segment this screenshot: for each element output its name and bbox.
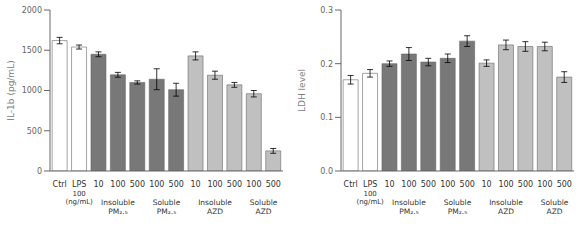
svg-text:100: 100 xyxy=(207,180,222,189)
svg-text:IL-1b (pg/mL): IL-1b (pg/mL) xyxy=(8,60,16,120)
svg-text:500: 500 xyxy=(421,180,436,189)
svg-text:500: 500 xyxy=(460,180,475,189)
svg-text:InsolublePM₂.₅: InsolublePM₂.₅ xyxy=(392,198,426,216)
svg-text:500: 500 xyxy=(227,180,242,189)
svg-text:100: 100 xyxy=(401,180,416,189)
svg-text:500: 500 xyxy=(518,180,533,189)
svg-text:Ctrl: Ctrl xyxy=(53,180,67,189)
svg-text:LPS100(ng/mL): LPS100(ng/mL) xyxy=(356,180,384,206)
svg-text:500: 500 xyxy=(557,180,572,189)
svg-text:SolublePM₂.₅: SolublePM₂.₅ xyxy=(153,198,181,216)
svg-text:SolublePM₂.₅: SolublePM₂.₅ xyxy=(444,198,472,216)
svg-text:10: 10 xyxy=(191,180,201,189)
svg-text:500: 500 xyxy=(266,180,281,189)
svg-text:1000: 1000 xyxy=(22,86,42,95)
svg-text:0: 0 xyxy=(37,167,42,176)
svg-text:500: 500 xyxy=(27,127,42,136)
svg-text:LPS100(ng/mL): LPS100(ng/mL) xyxy=(65,180,93,206)
svg-text:InsolubleAZD: InsolubleAZD xyxy=(489,198,523,216)
svg-text:2000: 2000 xyxy=(22,6,42,15)
svg-text:100: 100 xyxy=(537,180,552,189)
svg-text:10: 10 xyxy=(93,180,103,189)
svg-text:0.2: 0.2 xyxy=(320,60,333,69)
svg-text:100: 100 xyxy=(246,180,261,189)
svg-text:100: 100 xyxy=(110,180,125,189)
svg-text:10: 10 xyxy=(482,180,492,189)
svg-text:InsolublePM₂.₅: InsolublePM₂.₅ xyxy=(101,198,135,216)
svg-text:0.0: 0.0 xyxy=(320,167,333,176)
svg-text:SolubleAZD: SolubleAZD xyxy=(541,198,569,216)
svg-text:InsolubleAZD: InsolubleAZD xyxy=(198,198,232,216)
svg-text:0.3: 0.3 xyxy=(320,6,333,15)
svg-text:LDH level: LDH level xyxy=(297,69,307,112)
svg-text:500: 500 xyxy=(169,180,184,189)
svg-text:1500: 1500 xyxy=(22,46,42,55)
svg-text:100: 100 xyxy=(498,180,513,189)
svg-text:100: 100 xyxy=(149,180,164,189)
svg-text:SolubleAZD: SolubleAZD xyxy=(250,198,278,216)
svg-text:500: 500 xyxy=(130,180,145,189)
svg-text:0.1: 0.1 xyxy=(320,113,333,122)
svg-text:100: 100 xyxy=(440,180,455,189)
svg-text:Ctrl: Ctrl xyxy=(344,180,358,189)
svg-text:10: 10 xyxy=(384,180,394,189)
